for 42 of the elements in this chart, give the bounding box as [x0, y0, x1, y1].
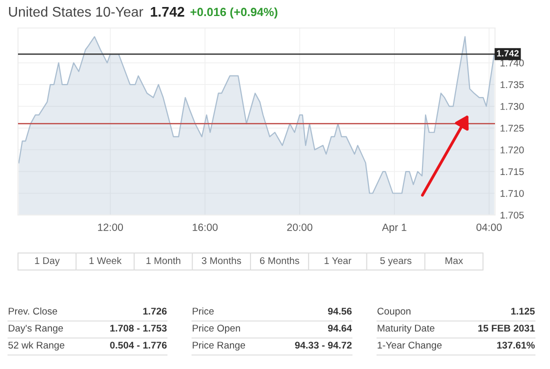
y-tick-label: 1.705 — [500, 212, 524, 219]
ref-line-label: 1.742 — [497, 50, 519, 56]
text: Price — [192, 307, 214, 315]
text: Price Open — [192, 324, 240, 334]
text: 94.64 — [328, 324, 352, 332]
text: Price Range — [192, 341, 246, 351]
text: Maturity Date — [378, 324, 434, 334]
text: Prev. Close — [8, 307, 58, 315]
text: 1 Year — [324, 257, 352, 264]
y-tick-label: 1.730 — [500, 103, 524, 110]
text: 94.56 — [328, 308, 352, 315]
text: Max — [446, 257, 464, 264]
text: 1.125 — [511, 308, 535, 315]
x-tick-label: 16:00 — [192, 224, 218, 231]
y-tick-label: 1.735 — [500, 81, 524, 88]
text: +0.016 (+0.94%) — [190, 8, 278, 19]
text: 5 years — [380, 257, 412, 266]
x-tick-label: Apr 1 — [382, 224, 406, 234]
text: 15 FEB 2031 — [478, 324, 535, 332]
y-tick-label: 1.720 — [500, 146, 524, 154]
text: 3 Months — [202, 256, 242, 264]
text: 1.708 - 1.753 — [110, 324, 167, 332]
text: 1.726 — [143, 308, 167, 315]
text: 6 Months — [260, 256, 300, 264]
x-tick-label: 20:00 — [287, 224, 312, 231]
x-tick-label: 04:00 — [476, 224, 502, 231]
text: 1-Year Change — [378, 341, 442, 351]
text: 0.504 - 1.776 — [110, 342, 167, 349]
text: 94.33 - 94.72 — [295, 342, 352, 349]
text: 1 Day — [35, 257, 60, 266]
text: 52 wk Range — [8, 341, 64, 351]
chart-title: United States 10-Year — [9, 6, 144, 17]
chart-subtitle: 1.742 — [150, 6, 184, 17]
y-tick-label: 1.725 — [500, 124, 524, 132]
x-tick-label: 12:00 — [98, 224, 123, 231]
text: 1 Week — [90, 256, 122, 264]
text: Day's Range — [8, 324, 63, 334]
y-tick-label: 1.715 — [500, 168, 524, 176]
y-tick-label: 1.710 — [500, 190, 524, 197]
text: 137.61% — [497, 342, 535, 349]
text: Coupon — [377, 308, 410, 317]
text: 1 Month — [146, 256, 180, 264]
